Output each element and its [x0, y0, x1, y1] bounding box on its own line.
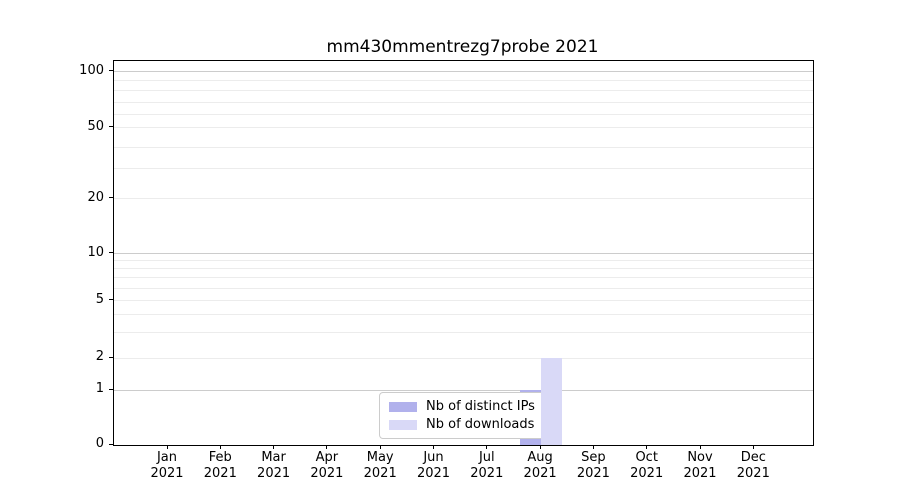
x-tick-label-oct: Oct 2021 [617, 450, 677, 481]
x-tick-mark-dec [752, 445, 754, 449]
gridline-y-8 [114, 268, 813, 269]
x-tick-year: 2021 [150, 465, 184, 481]
x-tick-mark-sep [592, 445, 594, 449]
x-tick-label-may: May 2021 [350, 450, 410, 481]
chart-title: mm430mmentrezg7probe 2021 [326, 37, 599, 57]
x-tick-year: 2021 [257, 465, 291, 481]
y-tick-label-100: 100 [79, 62, 104, 78]
legend-swatch-nb-of-downloads [389, 419, 417, 430]
legend-label-nb-of-distinct-ips: Nb of distinct IPs [426, 398, 535, 414]
x-tick-year: 2021 [310, 465, 344, 481]
legend: Nb of distinct IPs Nb of downloads [379, 392, 546, 439]
y-tick-mark-50 [109, 126, 113, 127]
y-tick-mark-5 [109, 299, 113, 300]
x-tick-mark-jul [486, 445, 488, 449]
y-tick-mark-10 [109, 252, 113, 253]
gridline-y-20 [114, 198, 813, 199]
x-tick-mark-oct [646, 445, 648, 449]
x-tick-mark-nov [699, 445, 701, 449]
x-tick-label-feb: Feb 2021 [190, 450, 250, 481]
y-tick-label-50: 50 [87, 118, 104, 134]
x-tick-month: Aug [527, 450, 553, 465]
plot-area: Nb of distinct IPs Nb of downloads [113, 60, 814, 446]
x-tick-month: Jun [423, 450, 444, 465]
gridline-y-90 [114, 80, 813, 81]
gridline-y-1 [114, 389, 813, 391]
x-tick-month: May [366, 450, 394, 465]
x-tick-month: Jan [156, 450, 178, 465]
gridline-y-50 [114, 127, 813, 128]
gridline-y-9 [114, 260, 813, 261]
gridline-y-4 [114, 314, 813, 315]
gridline-y-60 [114, 114, 813, 115]
x-tick-mark-jan [166, 445, 168, 449]
x-tick-label-aug: Aug 2021 [510, 450, 570, 481]
x-tick-label-dec: Dec 2021 [723, 450, 783, 481]
gridline-y-70 [114, 102, 813, 103]
x-tick-year: 2021 [203, 465, 237, 481]
gridline-y-2 [114, 357, 813, 359]
x-tick-label-mar: Mar 2021 [244, 450, 304, 481]
x-tick-month: Feb [208, 450, 232, 465]
x-tick-label-jun: Jun 2021 [404, 450, 464, 481]
x-tick-mark-aug [539, 445, 541, 449]
gridline-y-80 [114, 90, 813, 91]
gridline-y-10 [114, 253, 813, 254]
legend-swatch-nb-of-distinct-ips [389, 401, 417, 412]
gridline-y-7 [114, 277, 813, 278]
y-tick-label-1: 1 [95, 381, 104, 396]
y-tick-label-0: 0 [95, 436, 104, 451]
y-tick-label-5: 5 [95, 291, 104, 307]
y-tick-label-10: 10 [87, 244, 104, 260]
x-tick-year: 2021 [470, 465, 504, 481]
y-tick-mark-1 [109, 388, 113, 390]
gridline-y-3 [114, 332, 813, 333]
x-tick-month: Nov [687, 450, 713, 465]
x-tick-month: Dec [740, 450, 766, 465]
y-tick-mark-20 [109, 197, 113, 198]
y-tick-mark-100 [109, 70, 113, 71]
y-tick-mark-0 [109, 443, 113, 445]
x-tick-label-jan: Jan 2021 [137, 450, 197, 481]
x-tick-month: Oct [635, 450, 658, 465]
legend-row-nb-of-downloads: Nb of downloads [389, 416, 536, 434]
gridline-y-40 [114, 147, 813, 148]
x-tick-year: 2021 [683, 465, 717, 481]
x-tick-month: Sep [581, 450, 606, 465]
x-tick-label-jul: Jul 2021 [457, 450, 517, 481]
x-tick-year: 2021 [523, 465, 557, 481]
x-tick-mark-jun [433, 445, 434, 449]
x-tick-month: Mar [261, 450, 286, 465]
x-tick-mark-mar [273, 445, 275, 449]
y-tick-label-20: 20 [87, 189, 104, 205]
x-tick-month: Apr [315, 450, 339, 465]
gridline-y-30 [114, 168, 813, 169]
legend-row-nb-of-distinct-ips: Nb of distinct IPs [389, 398, 536, 416]
gridline-y-5 [114, 300, 813, 301]
x-tick-mark-feb [219, 445, 221, 449]
gridline-y-100 [114, 71, 813, 72]
x-tick-month: Jul [478, 450, 495, 465]
bar-nb-of-downloads-aug [541, 358, 563, 445]
x-tick-label-sep: Sep 2021 [563, 450, 623, 481]
x-tick-mark-apr [326, 445, 328, 449]
y-tick-label-2: 2 [95, 349, 104, 364]
x-tick-year: 2021 [576, 465, 610, 481]
x-tick-label-apr: Apr 2021 [297, 450, 357, 481]
x-tick-year: 2021 [630, 465, 664, 481]
x-tick-year: 2021 [363, 465, 397, 481]
legend-label-nb-of-downloads: Nb of downloads [426, 416, 535, 432]
x-tick-mark-may [379, 445, 381, 449]
x-tick-year: 2021 [416, 465, 451, 481]
gridline-y-6 [114, 288, 813, 289]
y-tick-mark-2 [109, 356, 113, 358]
x-tick-year: 2021 [736, 465, 770, 481]
x-tick-label-nov: Nov 2021 [670, 450, 730, 481]
